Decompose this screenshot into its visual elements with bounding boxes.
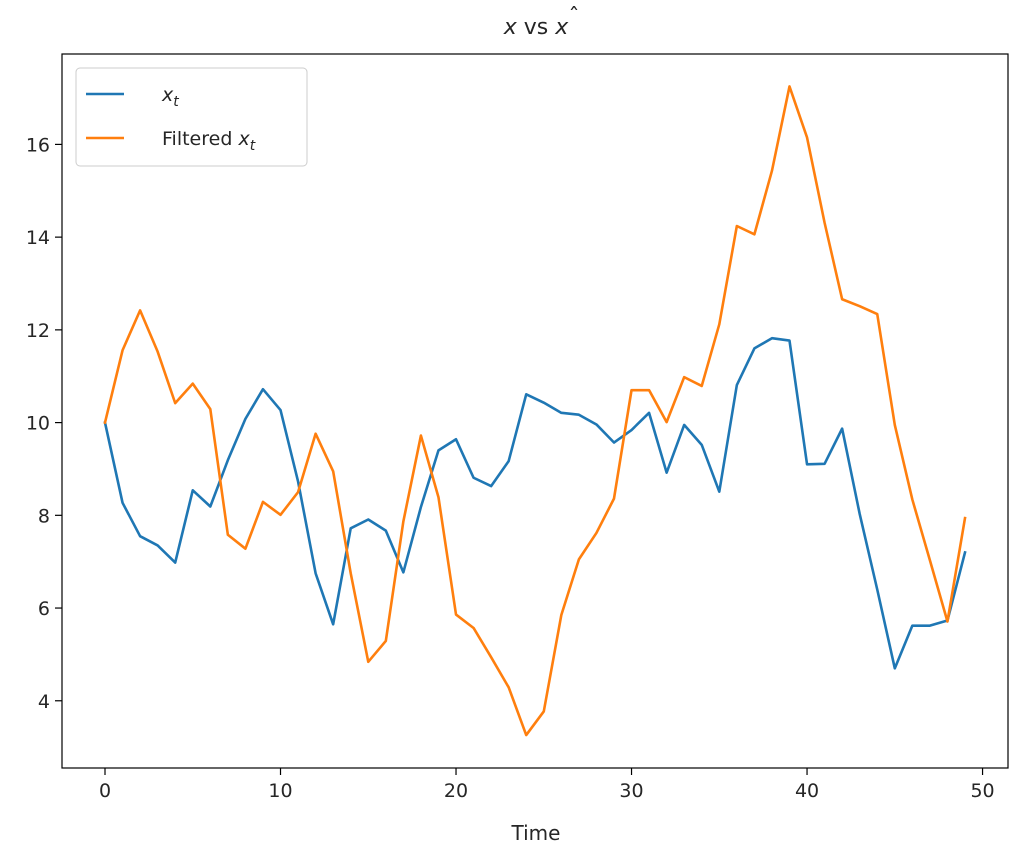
legend-filtered-base: x [237, 128, 250, 150]
title-x: x [503, 15, 518, 40]
y-tick-label: 12 [26, 320, 50, 342]
x-axis: 0 10 20 30 40 50 [99, 768, 995, 802]
y-axis: 4 6 8 10 12 14 16 [26, 134, 62, 713]
x-tick-label: 40 [795, 780, 819, 802]
legend-label-xt: xt [161, 84, 179, 110]
legend-box [75, 67, 308, 167]
x-tick-label: 0 [99, 780, 111, 802]
y-tick-label: 6 [38, 598, 50, 620]
plot-area [61, 53, 1009, 769]
x-axis-label: Time [511, 821, 561, 845]
y-tick-label: 10 [26, 413, 50, 435]
y-tick-label: 8 [38, 505, 50, 527]
legend-xt-sub: t [173, 94, 179, 110]
x-tick-label: 10 [268, 780, 292, 802]
legend-label-filtered: Filtered xt [162, 128, 256, 154]
title-xhat: x [554, 15, 569, 40]
x-tick-label: 20 [444, 780, 468, 802]
legend-filtered-prefix: Filtered [162, 128, 238, 150]
y-tick-label: 4 [38, 691, 50, 713]
title-vs: vs [517, 15, 555, 40]
legend: xt Filtered xt [75, 67, 308, 167]
series-group [103, 85, 967, 737]
chart-title: x vs x [503, 15, 570, 40]
title-hat-accent: ˆ [569, 5, 580, 30]
legend-xt-base: x [161, 84, 174, 106]
series-filtered-xt-line [103, 85, 967, 737]
legend-filtered-sub: t [250, 138, 256, 154]
series-xt-line [103, 336, 967, 670]
x-tick-label: 30 [619, 780, 643, 802]
y-tick-label: 14 [26, 227, 50, 249]
x-tick-label: 50 [970, 780, 994, 802]
y-tick-label: 16 [26, 134, 50, 156]
